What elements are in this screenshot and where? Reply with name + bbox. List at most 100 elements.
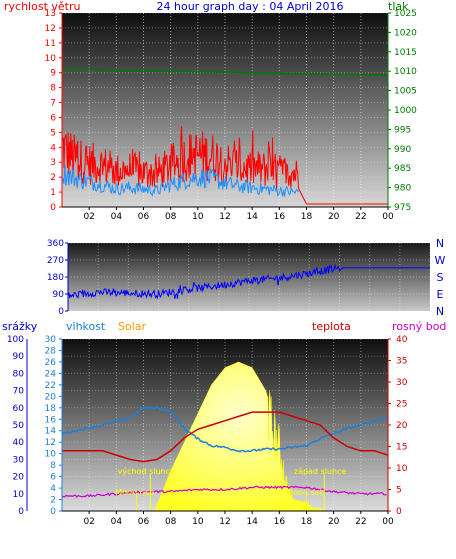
humidity-tick-label: 22 [45,381,56,391]
x-tick-label: 00 [382,517,394,527]
temperature-axis-label: teplota [312,320,351,333]
pressure-tick-label: 975 [394,203,411,213]
temperature-tick-label: 5 [396,486,402,496]
x-tick-label: 12 [219,212,230,222]
compass-label: E [437,288,444,301]
humidity-tick-label: 10 [45,450,57,460]
rain-tick-label: 60 [13,404,25,414]
pressure-tick-label: 995 [394,125,411,135]
dewpoint-series-line [61,485,387,498]
temperature-tick-label: 20 [396,421,408,431]
rain-tick-label: 20 [13,473,25,483]
rain-tick-label: 100 [7,335,24,345]
x-tick-label: 20 [328,212,340,222]
rain-tick-label: 40 [13,438,25,448]
wind-speed-tick-label: 12 [45,24,56,34]
humidity-axis-label: vlhkost [66,320,106,333]
wind-speed-tick-label: 5 [50,128,56,138]
humidity-series-line [61,405,387,453]
temperature-tick-label: 25 [396,400,407,410]
wind-speed-tick-label: 7 [50,99,56,109]
direction-tick-label: 360 [47,239,64,249]
pressure-tick-label: 990 [394,145,411,155]
temperature-tick-label: 10 [396,464,408,474]
pressure-tick-label: 1000 [394,106,417,116]
rain-axis-label: srážky [2,320,38,333]
x-tick-label: 10 [192,517,204,527]
dewpoint-axis-label: rosný bod [392,320,446,333]
x-tick-label: 04 [111,212,123,222]
humidity-tick-label: 0 [50,507,56,517]
wind-speed-tick-label: 4 [50,143,56,153]
wind-average-series-line [61,165,299,198]
humidity-tick-label: 24 [45,369,57,379]
solar-axis-label: Solar [118,320,147,333]
temperature-tick-label: 35 [396,357,407,367]
temperature-series-line [62,411,389,463]
x-tick-label: 08 [165,517,177,527]
temperature-tick-label: 0 [396,507,402,517]
x-tick-label: 14 [246,517,258,527]
pressure-tick-label: 1010 [394,67,417,77]
wind-speed-tick-label: 11 [45,39,56,49]
wind-speed-tick-label: 8 [50,84,56,94]
compass-label: S [437,271,444,284]
compass-label: W [435,254,446,267]
compass-label: N [436,237,444,250]
rain-tick-label: 80 [13,369,25,379]
x-tick-label: 02 [83,517,94,527]
x-tick-label: 18 [301,517,313,527]
x-tick-label: 08 [165,212,177,222]
humidity-tick-label: 4 [50,484,56,494]
humidity-tick-label: 30 [45,335,57,345]
rain-tick-label: 0 [18,507,24,517]
humidity-tick-label: 2 [50,496,56,506]
wind-speed-tick-label: 6 [50,113,56,123]
wind-gust-series-line [61,126,388,205]
rain-tick-label: 10 [13,490,25,500]
wind-direction-series-line [67,264,430,300]
direction-tick-label: 0 [58,307,64,317]
x-tick-label: 04 [111,517,123,527]
chart-title: 24 hour graph day : 04 April 2016 [157,0,344,13]
rain-tick-label: 90 [13,352,25,362]
rain-tick-label: 70 [13,387,25,397]
pressure-series-line [62,68,389,76]
wind-speed-tick-label: 13 [45,9,56,19]
humidity-tick-label: 6 [50,473,56,483]
wind-speed-tick-label: 3 [50,158,56,168]
pressure-tick-label: 1025 [394,9,417,19]
compass-label: N [436,305,444,318]
annotation-label: Moon set [286,488,323,497]
temperature-tick-label: 30 [396,378,408,388]
rain-tick-label: 30 [13,455,25,465]
humidity-tick-label: 28 [45,346,57,356]
temperature-tick-label: 40 [396,335,408,345]
humidity-tick-label: 14 [45,427,57,437]
x-tick-label: 22 [355,212,366,222]
solar-area [154,361,325,512]
direction-tick-label: 90 [53,290,65,300]
x-tick-label: 00 [382,212,394,222]
wind-speed-tick-label: 10 [45,54,57,64]
annotation-label: západ slunce [294,467,347,476]
humidity-tick-label: 20 [45,392,57,402]
x-tick-label: 18 [301,212,313,222]
x-tick-label: 12 [219,517,230,527]
pressure-tick-label: 985 [394,164,411,174]
annotation-label: východ slunce [118,467,175,476]
direction-tick-label: 180 [47,273,64,283]
humidity-tick-label: 26 [45,358,57,368]
x-tick-label: 14 [246,212,258,222]
pressure-tick-label: 1005 [394,87,417,97]
humidity-tick-label: 8 [50,461,56,471]
x-tick-label: 16 [274,212,286,222]
humidity-tick-label: 16 [45,415,57,425]
temperature-tick-label: 15 [396,443,407,453]
x-tick-label: 02 [83,212,94,222]
x-tick-label: 16 [274,517,286,527]
wind-speed-tick-label: 2 [50,173,56,183]
wind-speed-tick-label: 1 [50,188,56,198]
